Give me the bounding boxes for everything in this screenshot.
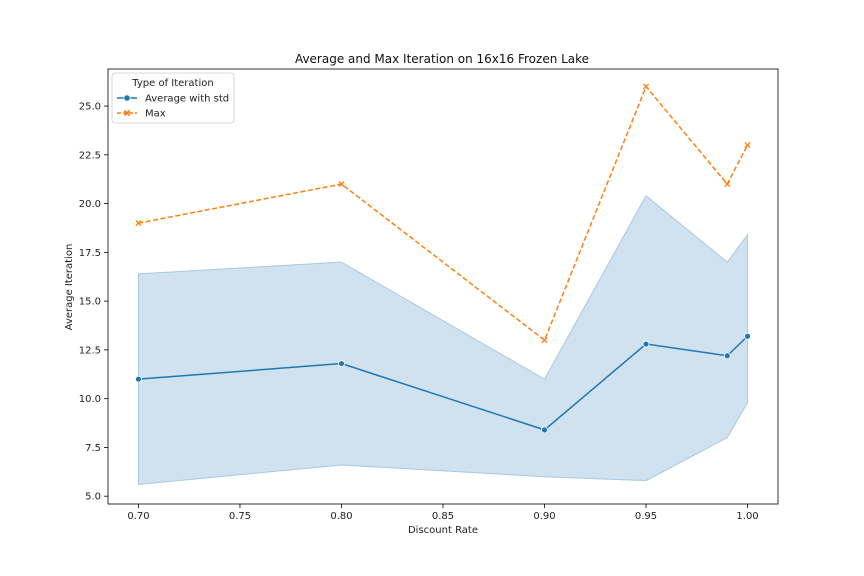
series-line-average-with-std	[138, 335, 749, 431]
data-point-average-with-std	[135, 375, 142, 383]
x-marker-stroke	[338, 181, 345, 188]
legend-marker	[123, 94, 131, 102]
chart-title: Average and Max Iteration on 16x16 Froze…	[295, 52, 589, 66]
data-point-max	[642, 83, 650, 90]
series-line-max	[138, 85, 749, 342]
data-point-max	[724, 181, 731, 188]
x-tick-label: 0.75	[229, 511, 251, 522]
y-axis: 5.0 7.5 10.0 12.5 15.0 17.5 20.0 22.5 25.0	[79, 102, 108, 503]
x-marker-stroke	[744, 142, 751, 149]
legend-marker	[123, 109, 131, 117]
y-tick-label: 10.0	[79, 394, 101, 405]
series-band-average-with-std	[137, 195, 749, 486]
y-tick-label: 15.0	[79, 297, 101, 308]
data-point-average-with-std	[744, 332, 751, 340]
x-tick-label: 0.90	[533, 511, 555, 522]
x-marker-stroke	[135, 220, 142, 227]
x-tick-label: 0.95	[635, 511, 657, 522]
data-point-max	[135, 220, 142, 227]
x-tick-label: 1.00	[736, 511, 758, 522]
y-tick-label: 5.0	[85, 492, 101, 503]
data-point-max	[541, 337, 548, 344]
x-tick-label: 0.70	[127, 511, 149, 522]
y-tick-label: 22.5	[79, 150, 101, 161]
y-tick-label: 17.5	[79, 248, 101, 259]
legend-title: Type of Iteration	[131, 78, 213, 89]
y-tick-label: 7.5	[85, 443, 101, 454]
x-marker-stroke	[724, 181, 731, 188]
x-axis-label: Discount Rate	[408, 525, 478, 536]
data-point-average-with-std	[338, 360, 345, 367]
x-marker-stroke	[123, 109, 131, 117]
data-point-average-with-std	[642, 340, 650, 348]
x-marker-stroke	[541, 337, 548, 344]
y-tick-label: 25.0	[79, 102, 101, 113]
x-tick-label: 0.80	[330, 511, 352, 522]
legend-label: Average with std	[145, 94, 229, 105]
legend-box	[111, 72, 235, 124]
y-tick-label: 20.0	[79, 199, 101, 210]
data-point-max	[338, 181, 345, 188]
x-tick-label: 0.85	[432, 511, 454, 522]
legend-label: Max	[145, 109, 166, 120]
legend: Type of Iteration Average with std Max	[111, 72, 235, 124]
x-axis: 0.70 0.75 0.80 0.85 0.90 0.95 1.00	[127, 504, 759, 522]
data-point-average-with-std	[541, 426, 548, 434]
y-tick-label: 12.5	[79, 345, 101, 356]
y-axis-label: Average Iteration	[64, 244, 75, 331]
data-point-average-with-std	[723, 352, 731, 360]
data-point-max	[744, 142, 751, 149]
plot-area	[135, 83, 751, 486]
x-marker-stroke	[642, 83, 650, 90]
